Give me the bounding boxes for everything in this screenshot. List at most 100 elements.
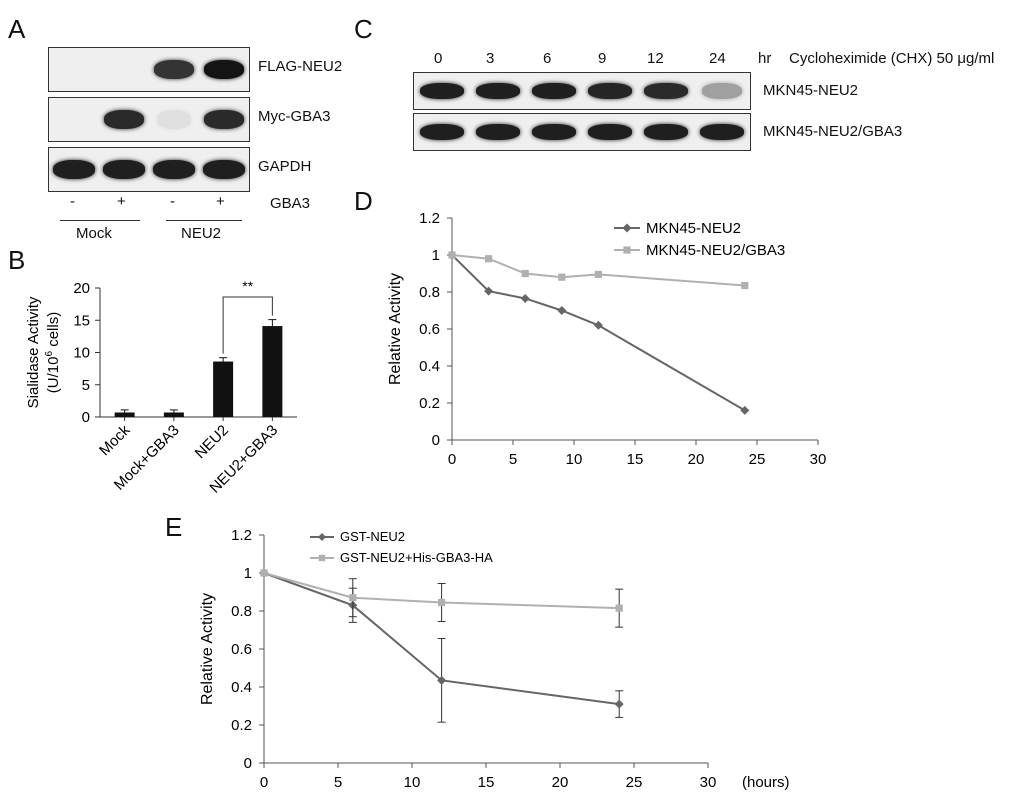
y-tick-label: 0.6 [231,641,252,658]
band [203,160,245,179]
x-tick-label: 30 [810,451,827,468]
gba3-sign-1: - [70,193,75,210]
group-label-mock: Mock [76,225,112,242]
band [588,83,632,99]
x-tick-label: 5 [509,451,517,468]
gba3-sign-4: + [216,193,225,210]
data-point [521,269,529,278]
data-point [614,699,624,709]
blot-myc-gba3 [48,97,250,142]
y-tick-label: 20 [73,280,90,297]
data-point [349,594,357,602]
tp-24: 24 [709,50,726,67]
blot-label-mkn45-neu2: MKN45-NEU2 [763,82,859,99]
series-line [451,254,745,287]
gba3-row-label: GBA3 [270,195,311,212]
panel-b-letter: B [8,245,26,275]
band [103,160,145,179]
blot-label-myc-gba3: Myc-GBA3 [258,108,331,125]
panel-a-letter: A [8,14,26,44]
chart-d: 0 0.2 0.4 0.6 0.8 1 1.2 0 5 10 15 20 25 30 Relative Ac… [387,210,827,468]
blot-label-gapdh: GAPDH [258,158,312,175]
band [476,83,520,99]
bar [213,361,234,417]
data-point [622,223,632,233]
data-point [318,554,326,562]
x-tick-label: 15 [627,451,644,468]
y-tick-label: 5 [82,377,90,394]
x-axis-unit: (hours) [742,774,790,791]
chart-e: 0 0.2 0.4 0.6 0.8 1 1.2 0 5 10 15 20 25 30 Relative Ac… [199,527,790,791]
y-tick-label: 0 [432,432,440,449]
data-point [485,255,493,263]
data-point [615,604,623,612]
data-point [557,306,567,315]
x-tick-label: 5 [334,774,342,791]
band [420,83,464,99]
data-point [437,675,447,685]
y-tick-label: 0.2 [419,395,440,412]
y-tick-label: 0 [244,755,252,772]
bar [262,326,283,417]
significance-bracket [222,296,273,354]
legend-label: GST-NEU2 [340,529,405,544]
data-point [318,533,326,541]
y-tick-label: 0.8 [419,284,440,301]
treatment-label: Cycloheximide (CHX) 50 μg/ml [789,50,995,67]
y-axis-label: Relative Activity [199,593,216,705]
band [53,160,95,179]
band [420,124,464,140]
band [588,124,632,140]
y-tick-label: 0.2 [231,717,252,734]
y-tick-label: 0 [82,409,90,426]
y-tick-label: 0.8 [231,603,252,620]
gba3-sign-2: + [117,193,126,210]
data-point [593,320,603,330]
data-point [520,293,530,303]
band [532,124,576,140]
band [104,110,144,129]
band [204,60,244,79]
band [532,83,576,99]
band [476,124,520,140]
legend-label: MKN45-NEU2 [646,220,741,237]
blot-label-mkn45-neu2-gba3: MKN45-NEU2/GBA3 [763,123,903,140]
tp-12: 12 [647,50,664,67]
group-label-neu2: NEU2 [181,225,222,242]
x-tick-label: 25 [749,451,766,468]
band [154,60,194,79]
y-tick-label: 1 [432,247,440,264]
neu2-group-line [166,220,242,221]
data-point [623,246,631,254]
y-tick-label: 1 [244,565,252,582]
x-tick-label: 10 [566,451,583,468]
data-point [448,251,456,259]
x-tick-label: NEU2 [192,422,232,462]
band [153,160,195,179]
x-tick-label: 0 [448,451,456,468]
x-tick-label: Mock [96,421,134,459]
series-line [451,254,746,412]
y-tick-label: 0.4 [419,358,440,375]
data-point [484,286,494,296]
data-point [558,273,566,281]
blot-label-flag-neu2: FLAG-NEU2 [258,58,343,75]
time-unit: hr [758,50,772,67]
y-tick-label: 15 [73,312,90,329]
gba3-sign-3: - [170,193,175,210]
band [644,83,688,99]
panel-d-letter: D [354,186,373,216]
data-point [741,281,749,290]
blot-flag-neu2 [48,47,250,92]
legend-label: GST-NEU2+His-GBA3-HA [340,550,493,565]
tp-6: 6 [543,50,552,67]
tp-3: 3 [486,50,495,67]
data-point [740,405,750,415]
blot-mkn45-neu2-gba3 [413,113,751,151]
data-point [594,270,602,279]
y-tick-label: 10 [73,345,90,362]
blot-gapdh [48,147,250,192]
band [156,110,192,129]
y-axis-label-units: (U/106 cells) [44,312,62,393]
y-tick-label: 0.6 [419,321,440,338]
